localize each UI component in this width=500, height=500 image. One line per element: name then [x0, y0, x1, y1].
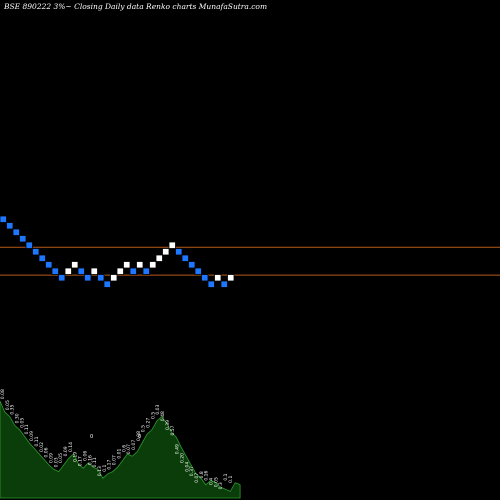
volume-area — [0, 401, 241, 499]
volume-labels: 0.080.05 0.350.30 0.050.110.090.110.020.06… — [0, 389, 234, 489]
renko-brick-up — [110, 274, 118, 282]
renko-brick-up — [155, 254, 163, 262]
volume-label: 0.6 — [121, 445, 127, 452]
volume-label: 0.27 — [146, 418, 152, 428]
volume-label: 0.5 — [150, 412, 156, 419]
volume-label: 0.49 — [175, 444, 181, 454]
volume-label: 0.07 — [194, 473, 200, 483]
renko-brick-up — [136, 261, 144, 269]
volume-label: 0.05 — [5, 400, 11, 410]
renko-brick-down — [220, 280, 228, 288]
volume-label: 0.07 — [126, 444, 132, 454]
volume-label: 0.01 — [116, 448, 122, 458]
volume-label: 0.03 — [53, 457, 59, 467]
volume-marker: 0 — [138, 434, 141, 440]
volume-label: 0.19 — [73, 452, 79, 462]
volume-label: 0.5 — [141, 425, 147, 432]
volume-label: 0.8 — [199, 471, 205, 478]
volume-label: 0.35 — [10, 404, 16, 414]
renko-brick-down — [188, 261, 196, 269]
volume-area-shape — [0, 401, 241, 499]
volume-label: 0.4 — [209, 478, 215, 485]
volume-label: 0.48 — [160, 411, 166, 421]
volume-label: 0.1 — [223, 473, 229, 480]
volume-marker: 0 — [90, 434, 93, 440]
renko-brick-down — [84, 274, 92, 282]
renko-brick-down — [181, 254, 189, 262]
volume-label: 0.06 — [44, 447, 50, 457]
renko-brick-up — [168, 241, 176, 249]
renko-brick-up — [227, 274, 235, 282]
volume-label: 0.16 — [204, 470, 210, 480]
volume-label: 0.11 — [92, 457, 98, 467]
renko-brick-up — [149, 261, 157, 269]
renko-brick-up — [64, 267, 72, 275]
renko-brick-down — [32, 248, 40, 256]
renko-brick-down — [0, 215, 7, 223]
renko-brick-up — [116, 267, 124, 275]
volume-label: 0.05 — [213, 477, 219, 487]
renko-brick-down — [12, 228, 20, 236]
renko-brick-down — [58, 274, 66, 282]
renko-brick-up — [90, 267, 98, 275]
volume-label: 0.08 — [0, 389, 6, 399]
renko-brick-down — [207, 280, 215, 288]
renko-brick-down — [6, 222, 14, 230]
renko-brick-down — [38, 254, 46, 262]
renko-brick-down — [51, 267, 59, 275]
renko-brick-down — [175, 248, 183, 256]
volume-label: 0.11 — [24, 424, 30, 434]
volume-label: 0.08 — [136, 431, 142, 441]
chart-title: BSE 890222 3%~ Closing Daily data Renko … — [4, 2, 268, 11]
volume-label: 0.09 — [49, 453, 55, 463]
volume-label: 0.11 — [34, 436, 40, 446]
renko-brick-down — [77, 267, 85, 275]
volume-label: 0.07 — [131, 440, 137, 450]
volume-label: 0.09 — [63, 446, 69, 456]
renko-brick-up — [123, 261, 131, 269]
renko-brick-down — [45, 261, 53, 269]
volume-label: 0.57 — [170, 425, 176, 435]
volume-label: 0.13 — [97, 466, 103, 476]
volume-label: 0.03 — [155, 404, 161, 414]
volume-label: 0.04 — [184, 462, 190, 472]
volume-label: 0.09 — [29, 431, 35, 441]
renko-brick-down — [103, 280, 111, 288]
volume-label: 0.16 — [87, 455, 93, 465]
volume-label: 0.1 — [228, 476, 234, 483]
volume-label: 0.30 — [15, 413, 21, 423]
renko-brick-up — [71, 261, 79, 269]
renko-brick-down — [201, 274, 209, 282]
volume-label: 0.02 — [39, 442, 45, 452]
renko-brick-down — [25, 241, 33, 249]
volume-label: 0.05 — [19, 418, 25, 428]
renko-bricks — [0, 215, 235, 288]
volume-label: 0.05 — [58, 453, 64, 463]
renko-brick-up — [162, 248, 170, 256]
volume-label: 0.17 — [78, 456, 84, 466]
volume-label: 0.39 — [165, 420, 171, 430]
volume-label: 0.07 — [112, 455, 118, 465]
volume-label: 0.1 — [102, 465, 108, 472]
volume-label: 0.17 — [107, 459, 113, 469]
renko-brick-down — [142, 267, 150, 275]
volume-label: 0.14 — [68, 442, 74, 452]
renko-brick-down — [129, 267, 137, 275]
volume-label: 0.06 — [82, 451, 88, 461]
renko-brick-down — [19, 235, 27, 243]
renko-brick-up — [214, 274, 222, 282]
renko-brick-down — [97, 274, 105, 282]
level-lines — [0, 246, 500, 276]
volume-label: 0.37 — [189, 466, 195, 476]
volume-label: 0.20 — [179, 453, 185, 463]
volume-label: 0.3 — [218, 482, 224, 489]
renko-brick-down — [194, 267, 202, 275]
